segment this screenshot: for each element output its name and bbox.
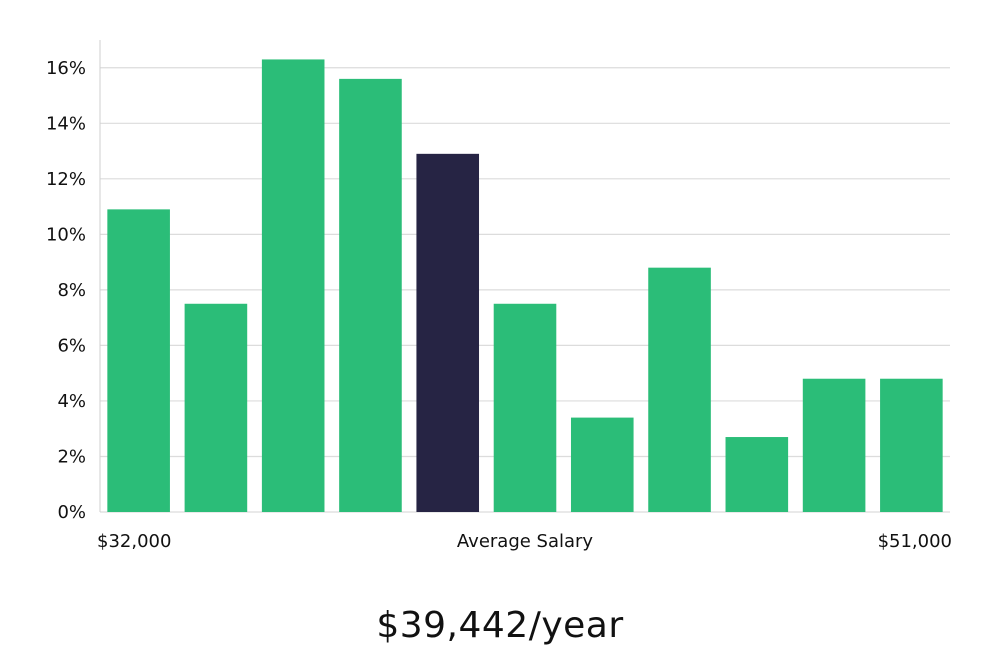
x-label-min: $32,000 — [97, 531, 171, 552]
bar — [261, 59, 325, 512]
bar — [493, 303, 557, 512]
y-tick-label: 0% — [57, 502, 86, 523]
bar — [184, 303, 248, 512]
bar — [570, 417, 634, 512]
bar-highlighted — [416, 153, 480, 512]
bar — [802, 378, 866, 512]
y-tick-label: 10% — [46, 224, 86, 245]
x-label-max: $51,000 — [878, 531, 952, 552]
y-axis-ticks: 0% 2% 4% 6% 8% 10% 12% 14% 16% — [46, 58, 86, 523]
y-tick-label: 2% — [57, 446, 86, 467]
bars — [107, 59, 943, 513]
bar — [339, 78, 402, 512]
y-tick-label: 4% — [57, 391, 86, 412]
bar — [648, 267, 711, 512]
bar — [107, 209, 170, 513]
average-salary-value: $39,442/year — [376, 605, 624, 646]
y-tick-label: 12% — [46, 169, 86, 190]
y-tick-label: 8% — [57, 280, 86, 301]
y-tick-label: 14% — [46, 113, 86, 134]
bar — [880, 378, 943, 512]
x-label-average: Average Salary — [457, 531, 594, 552]
salary-histogram-chart: 0% 2% 4% 6% 8% 10% 12% 14% 16% $32,000 Average S… — [46, 40, 952, 552]
y-tick-label: 6% — [57, 335, 86, 356]
bar — [725, 437, 789, 512]
y-tick-label: 16% — [46, 58, 86, 79]
